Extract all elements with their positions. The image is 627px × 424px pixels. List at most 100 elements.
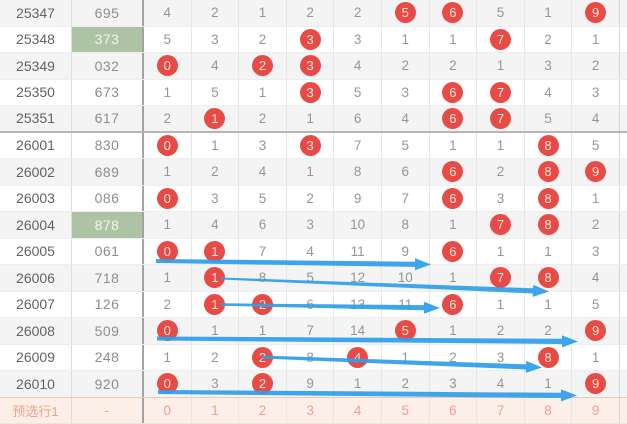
- digit-cell: 0: [144, 185, 192, 211]
- digit-cell: 2: [192, 159, 240, 185]
- digit-cell: 5: [382, 397, 430, 423]
- digit-cell: 4: [382, 106, 430, 131]
- digit-cell: 6: [382, 159, 430, 185]
- digit-cell: 5: [382, 132, 430, 158]
- digit-cell: 9: [382, 238, 430, 264]
- hit-ball: 5: [394, 320, 416, 342]
- digit-cell: 1: [572, 26, 620, 52]
- result-cell: 373: [72, 26, 144, 52]
- digit-cell: 2: [239, 53, 287, 79]
- digit-cell: 3: [287, 26, 335, 52]
- hit-ball: 1: [204, 267, 226, 289]
- hit-ball: 3: [299, 55, 321, 77]
- hit-ball: 8: [537, 187, 559, 209]
- digit-cell: 2: [430, 344, 478, 370]
- digit-cell: 7: [287, 318, 335, 344]
- digit-cell: 7: [477, 265, 525, 291]
- digit-cell: 4: [477, 371, 525, 397]
- digit-cell: 2: [430, 53, 478, 79]
- digit-cell: 3: [477, 185, 525, 211]
- digit-cell: 2: [287, 185, 335, 211]
- digit-cell: 2: [239, 291, 287, 317]
- digit-cell: 2: [334, 0, 382, 26]
- hit-ball: 2: [251, 55, 273, 77]
- digit-cell: 6: [239, 212, 287, 238]
- hit-ball: 6: [442, 81, 464, 103]
- digit-cell: 9: [572, 0, 620, 26]
- digit-cell: 1: [192, 318, 240, 344]
- digit-cell: 1: [239, 0, 287, 26]
- digit-cell: 8: [287, 344, 335, 370]
- digit-cell: 9: [287, 371, 335, 397]
- digit-cell: 3: [287, 132, 335, 158]
- digit-cell: 6: [430, 238, 478, 264]
- table-row: 26009 248 1 2 2 8 4 1 2 3 8 1: [0, 344, 627, 371]
- digit-cell: 0: [144, 53, 192, 79]
- period-cell: 26010: [0, 371, 72, 397]
- digit-cell: 4: [572, 265, 620, 291]
- digit-cell: 5: [572, 132, 620, 158]
- digit-cell: 8: [382, 212, 430, 238]
- hit-ball: 0: [156, 187, 178, 209]
- digit-cell: 4: [239, 159, 287, 185]
- hit-ball: 1: [204, 240, 226, 262]
- digit-cell: 1: [192, 265, 240, 291]
- digit-cell: 1: [239, 79, 287, 105]
- hit-ball: 9: [585, 373, 607, 395]
- period-cell: 26009: [0, 344, 72, 370]
- digit-cell: 6: [430, 106, 478, 131]
- hit-ball: 7: [489, 28, 511, 50]
- digit-cell: 11: [382, 291, 430, 317]
- digit-cell: 4: [334, 397, 382, 423]
- period-cell: 26004: [0, 212, 72, 238]
- digit-cell: 9: [334, 185, 382, 211]
- result-cell: 878: [72, 212, 144, 238]
- result-cell: 689: [72, 159, 144, 185]
- digit-cell: 1: [477, 53, 525, 79]
- digit-cell: 1: [525, 238, 573, 264]
- period-cell: 26008: [0, 318, 72, 344]
- result-cell: 086: [72, 185, 144, 211]
- digit-cell: 1: [572, 185, 620, 211]
- digit-cell: 7: [477, 26, 525, 52]
- period-cell: 26005: [0, 238, 72, 264]
- period-cell: 26007: [0, 291, 72, 317]
- digit-cell: 1: [382, 344, 430, 370]
- digit-cell: 6: [430, 79, 478, 105]
- digit-cell: 1: [572, 344, 620, 370]
- digit-cell: 1: [430, 26, 478, 52]
- digit-cell: 1: [525, 0, 573, 26]
- hit-ball: 9: [585, 161, 607, 183]
- digit-cell: 2: [382, 53, 430, 79]
- table-row: 26008 509 0 1 1 7 14 5 1 2 2 9: [0, 318, 627, 345]
- digit-cell: 3: [192, 26, 240, 52]
- table-row: 25351 617 2 1 2 1 6 4 6 7 5 4: [0, 106, 627, 133]
- digit-cell: 3: [572, 79, 620, 105]
- digit-cell: 14: [334, 318, 382, 344]
- digit-cell: 7: [477, 397, 525, 423]
- digit-cell: 1: [525, 371, 573, 397]
- digit-cell: 7: [334, 132, 382, 158]
- digit-cell: 13: [334, 291, 382, 317]
- digit-cell: 6: [430, 291, 478, 317]
- digit-cell: 1: [144, 212, 192, 238]
- digit-cell: 1: [477, 132, 525, 158]
- period-cell: 25351: [0, 106, 72, 131]
- hit-ball: 6: [442, 107, 464, 129]
- preselect-row: 预选行1-0 1 2 3 4 5 6 7 8 9: [0, 397, 627, 424]
- digit-cell: 7: [239, 238, 287, 264]
- digit-cell: 2: [239, 397, 287, 423]
- table-row: 26006 718 1 1 8 5 12 10 1 7 8 4: [0, 265, 627, 292]
- period-cell: 26002: [0, 159, 72, 185]
- table-row: 26010 920 0 3 2 9 1 2 3 4 1 9: [0, 371, 627, 398]
- result-cell: -: [72, 397, 144, 423]
- hit-ball: 9: [585, 2, 607, 24]
- digit-cell: 6: [430, 0, 478, 26]
- digit-cell: 7: [382, 185, 430, 211]
- period-cell: 25349: [0, 53, 72, 79]
- period-cell: 26006: [0, 265, 72, 291]
- hit-ball: 6: [442, 187, 464, 209]
- digit-cell: 2: [477, 159, 525, 185]
- period-cell: 26003: [0, 185, 72, 211]
- result-cell: 830: [72, 132, 144, 158]
